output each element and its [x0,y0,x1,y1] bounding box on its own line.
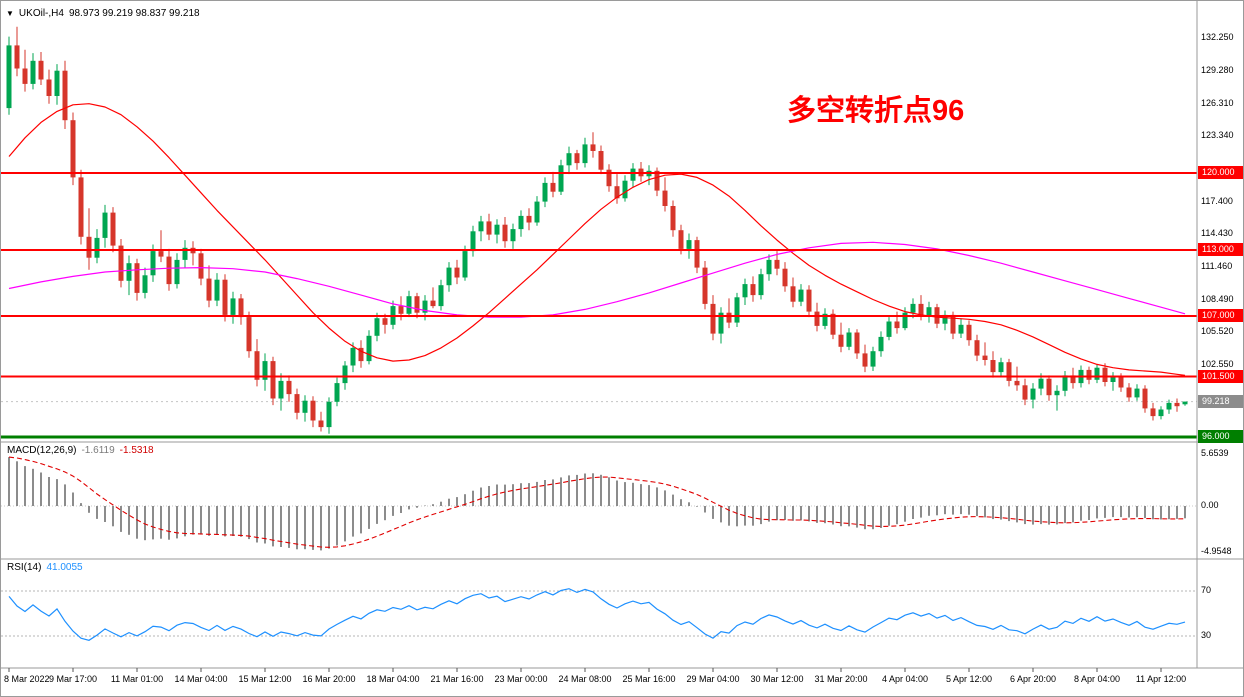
macd-histogram [8,457,1186,551]
rsi-levels [1,590,1197,637]
ma-red-line [8,103,1186,376]
rsi-indicator-label: RSI(14) 41.0055 [7,562,88,573]
ohlc-readout: 98.973 99.219 98.837 99.218 [68,8,200,19]
symbol-period-label: UKOil-,H4 [18,8,64,19]
macd-signal-line [8,456,1186,548]
time-ticks [8,668,1162,672]
rsi-value: 41.0055 [46,562,83,573]
ma-magenta-line [8,241,1186,318]
rsi-name: RSI(14) [7,562,42,573]
one-click-trading-toggle[interactable]: ▼ [6,9,14,18]
chart-info-bar: ▼ UKOil-,H4 98.973 99.219 98.837 99.218 [6,8,205,19]
macd-main-value: -1.6119 [81,445,115,456]
macd-indicator-label: MACD(12,26,9) -1.6119 -1.5318 [7,445,159,456]
candles [6,26,1188,434]
chart-annotation-text[interactable]: 多空转折点96 [787,95,965,127]
macd-name: MACD(12,26,9) [7,445,77,456]
rsi-line [8,588,1186,641]
panel-frames [1,1,1243,669]
macd-signal-value: -1.5318 [119,445,154,456]
